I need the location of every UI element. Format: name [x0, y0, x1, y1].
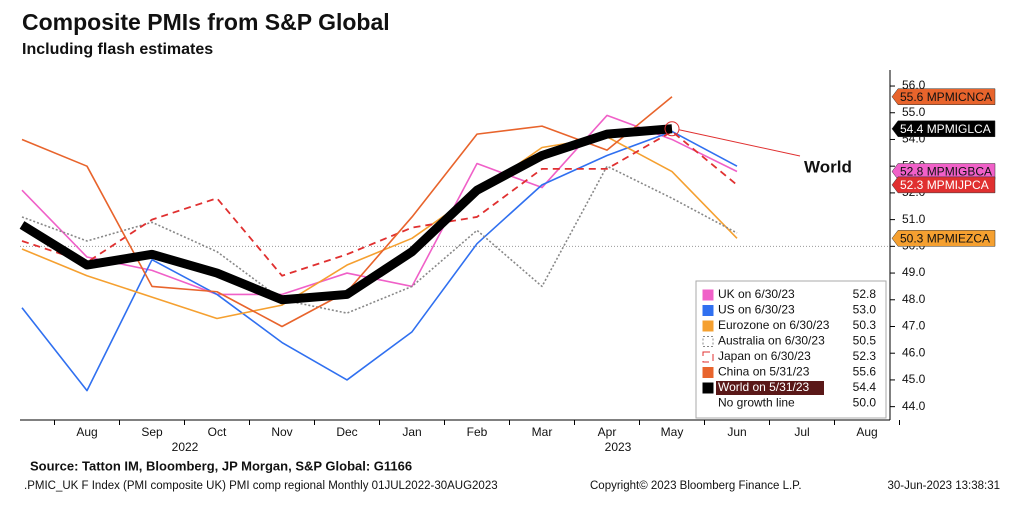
legend-value: 53.0 — [853, 303, 877, 317]
value-tag — [891, 230, 996, 247]
chart-subtitle: Including flash estimates — [22, 41, 213, 58]
legend-label: No growth line — [718, 396, 795, 410]
highlight-circle — [664, 121, 680, 137]
legend-value: 55.6 — [853, 365, 877, 379]
legend-swatch — [702, 351, 714, 363]
y-tick-label: 47.0 — [902, 319, 926, 333]
legend-swatch — [702, 367, 714, 378]
year-label: 2023 — [605, 440, 632, 454]
legend-label: Eurozone on 6/30/23 — [718, 318, 830, 332]
legend-label: UK on 6/30/23 — [718, 287, 795, 301]
legend-value: 54.4 — [853, 380, 877, 394]
series-line — [21, 165, 738, 314]
value-tag-label: 54.4 MPMIGLCA — [900, 122, 991, 136]
series-line — [21, 135, 738, 320]
legend-label: US on 6/30/23 — [718, 303, 795, 317]
x-tick-label: Apr — [598, 425, 617, 439]
year-label: 2022 — [172, 440, 199, 454]
legend-swatch — [702, 336, 714, 347]
series-line — [21, 130, 738, 277]
value-tag — [891, 88, 996, 105]
value-tag-label: 55.6 MPMICNCA — [900, 90, 992, 104]
y-tick-label: 45.0 — [902, 372, 926, 386]
footer-left: .PMIC_UK F Index (PMI composite UK) PMI … — [24, 480, 498, 492]
legend-value: 50.3 — [853, 318, 877, 332]
x-tick-label: Jun — [727, 425, 746, 439]
legend-value: 52.3 — [853, 349, 877, 363]
legend-label: Japan on 6/30/23 — [718, 349, 811, 363]
legend-label: China on 5/31/23 — [718, 365, 810, 379]
y-tick-label: 51.0 — [902, 212, 926, 226]
legend-swatch — [703, 398, 713, 409]
chart-title: Composite PMIs from S&P Global — [22, 9, 390, 35]
legend-value: 50.0 — [853, 396, 877, 410]
legend: UK on 6/30/23 52.8 US on 6/30/23 53.0 Eurozo… — [695, 280, 887, 419]
x-tick-label: Jul — [794, 425, 809, 439]
series-line — [21, 130, 738, 392]
y-tick-label: 55.0 — [902, 105, 926, 119]
legend-value: 50.5 — [853, 334, 877, 348]
x-tick-label: Feb — [467, 425, 488, 439]
y-tick-label: 48.0 — [902, 292, 926, 306]
legend-value: 52.8 — [853, 287, 877, 301]
value-tag-label: 52.3 MPMIJPCA — [900, 178, 989, 192]
legend-swatch — [702, 305, 714, 316]
footer-right: 30-Jun-2023 13:38:31 — [887, 480, 1000, 492]
legend-label: World on 5/31/23 — [718, 380, 809, 394]
x-tick-label: Aug — [856, 425, 877, 439]
value-tag-label: 50.3 MPMIEZCA — [900, 231, 990, 245]
x-tick-label: Dec — [336, 425, 357, 439]
legend-highlight — [716, 381, 824, 395]
legend-swatch — [702, 320, 714, 332]
value-tag — [891, 120, 996, 138]
footer-mid: Copyright© 2023 Bloomberg Finance L.P. — [590, 480, 802, 492]
legend-swatch — [702, 382, 714, 394]
value-tag-label: 52.8 MPMIGBCA — [900, 165, 992, 179]
legend-swatch — [702, 289, 714, 301]
annotation-line — [678, 129, 801, 157]
series-line — [19, 124, 673, 305]
y-tick-label: 49.0 — [902, 265, 926, 279]
x-tick-label: Oct — [208, 425, 227, 439]
legend-box — [695, 280, 887, 419]
x-tick-label: Jan — [402, 425, 421, 439]
x-tick-label: Aug — [76, 425, 97, 439]
series-line — [21, 114, 738, 296]
x-tick-label: May — [661, 425, 684, 439]
x-tick-label: Mar — [532, 425, 553, 439]
x-tick-label: Nov — [271, 425, 292, 439]
legend-label: Australia on 6/30/23 — [718, 334, 825, 348]
y-tick-label: 46.0 — [902, 345, 926, 359]
y-tick-label: 44.0 — [902, 399, 926, 413]
x-tick-label: Sep — [141, 425, 163, 439]
value-tag — [891, 176, 996, 194]
source: Source: Tatton IM, Bloomberg, JP Morgan,… — [30, 458, 412, 473]
annotation: World — [804, 157, 852, 176]
